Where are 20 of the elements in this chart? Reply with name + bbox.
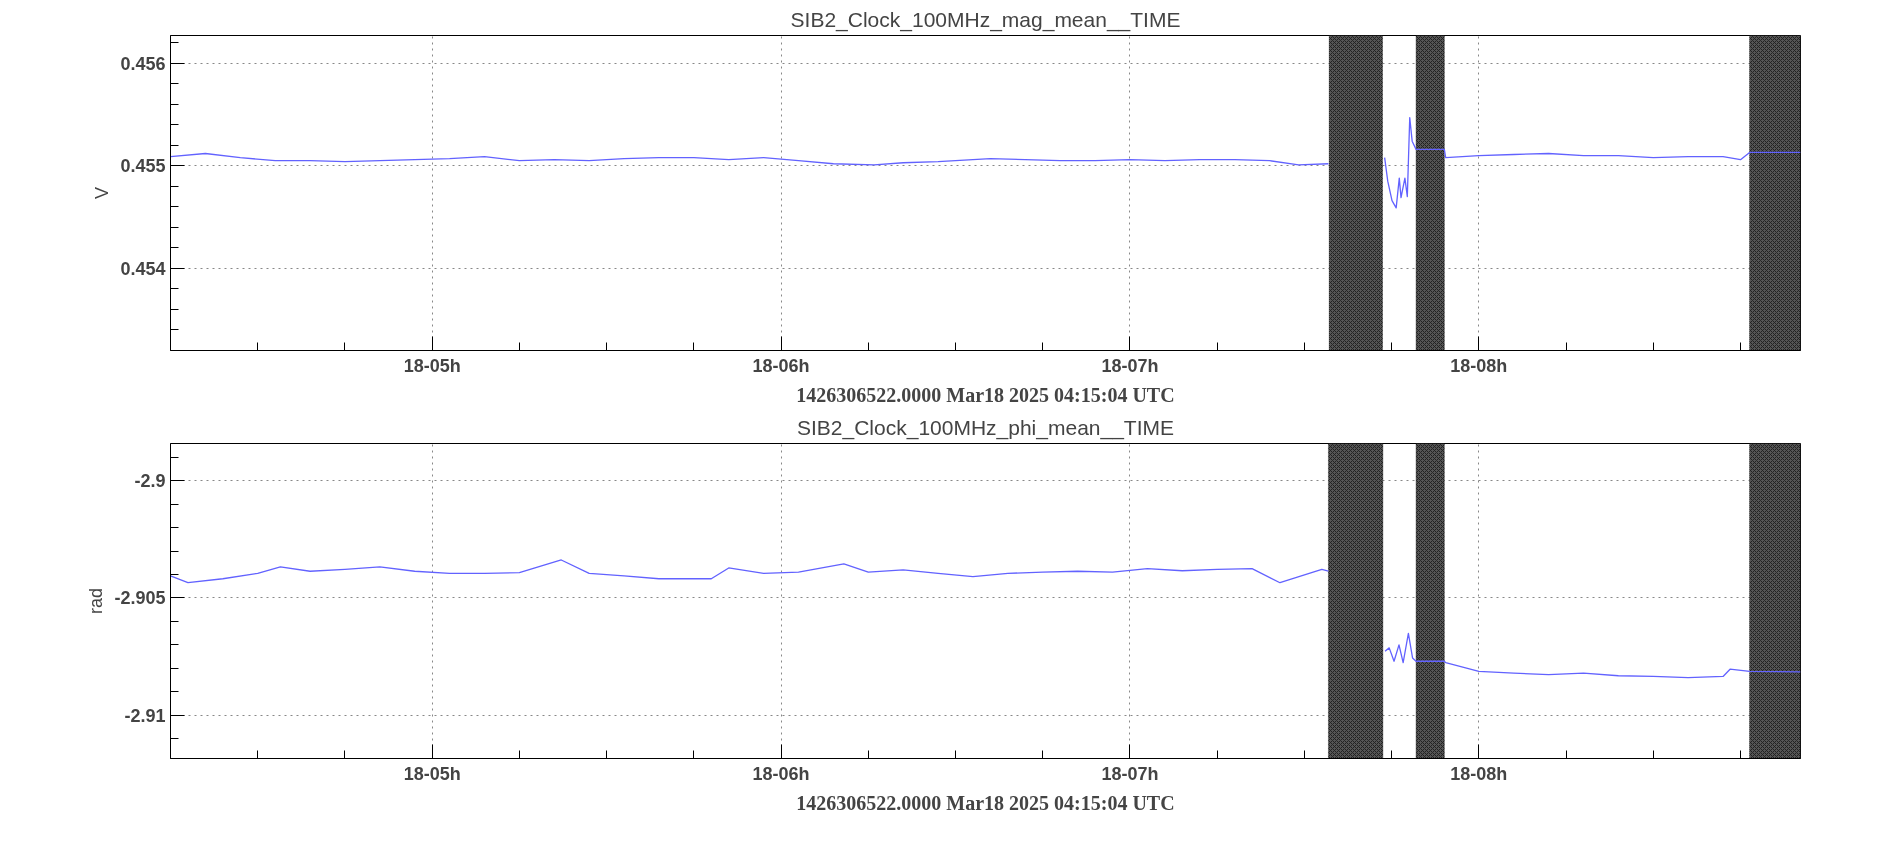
y-tick-label: -2.91 <box>124 705 166 726</box>
chart-title: SIB2_Clock_100MHz_mag_mean__TIME <box>790 7 1181 32</box>
y-tick-label: 0.454 <box>120 258 166 279</box>
y-tick-label: 0.456 <box>120 53 166 74</box>
x-tick-label: 18-06h <box>752 763 810 784</box>
x-tick-label: 18-05h <box>403 763 461 784</box>
x-tick-label: 18-06h <box>752 355 810 376</box>
x-tick-label: 18-08h <box>1450 355 1508 376</box>
x-tick-label: 18-05h <box>403 355 461 376</box>
chart-title: SIB2_Clock_100MHz_phi_mean__TIME <box>796 415 1175 440</box>
x-tick-label: 18-08h <box>1450 763 1508 784</box>
y-tick-label: -2.9 <box>134 471 166 492</box>
y-axis-title: rad <box>86 587 107 615</box>
y-tick-label: 0.455 <box>120 156 166 177</box>
y-axis-title: V <box>92 186 113 199</box>
x-tick-label: 18-07h <box>1101 763 1159 784</box>
x-axis-title: 1426306522.0000 Mar18 2025 04:15:04 UTC <box>796 791 1175 814</box>
x-axis-title: 1426306522.0000 Mar18 2025 04:15:04 UTC <box>796 383 1175 406</box>
x-tick-label: 18-07h <box>1101 355 1159 376</box>
y-tick-label: -2.905 <box>114 588 166 609</box>
